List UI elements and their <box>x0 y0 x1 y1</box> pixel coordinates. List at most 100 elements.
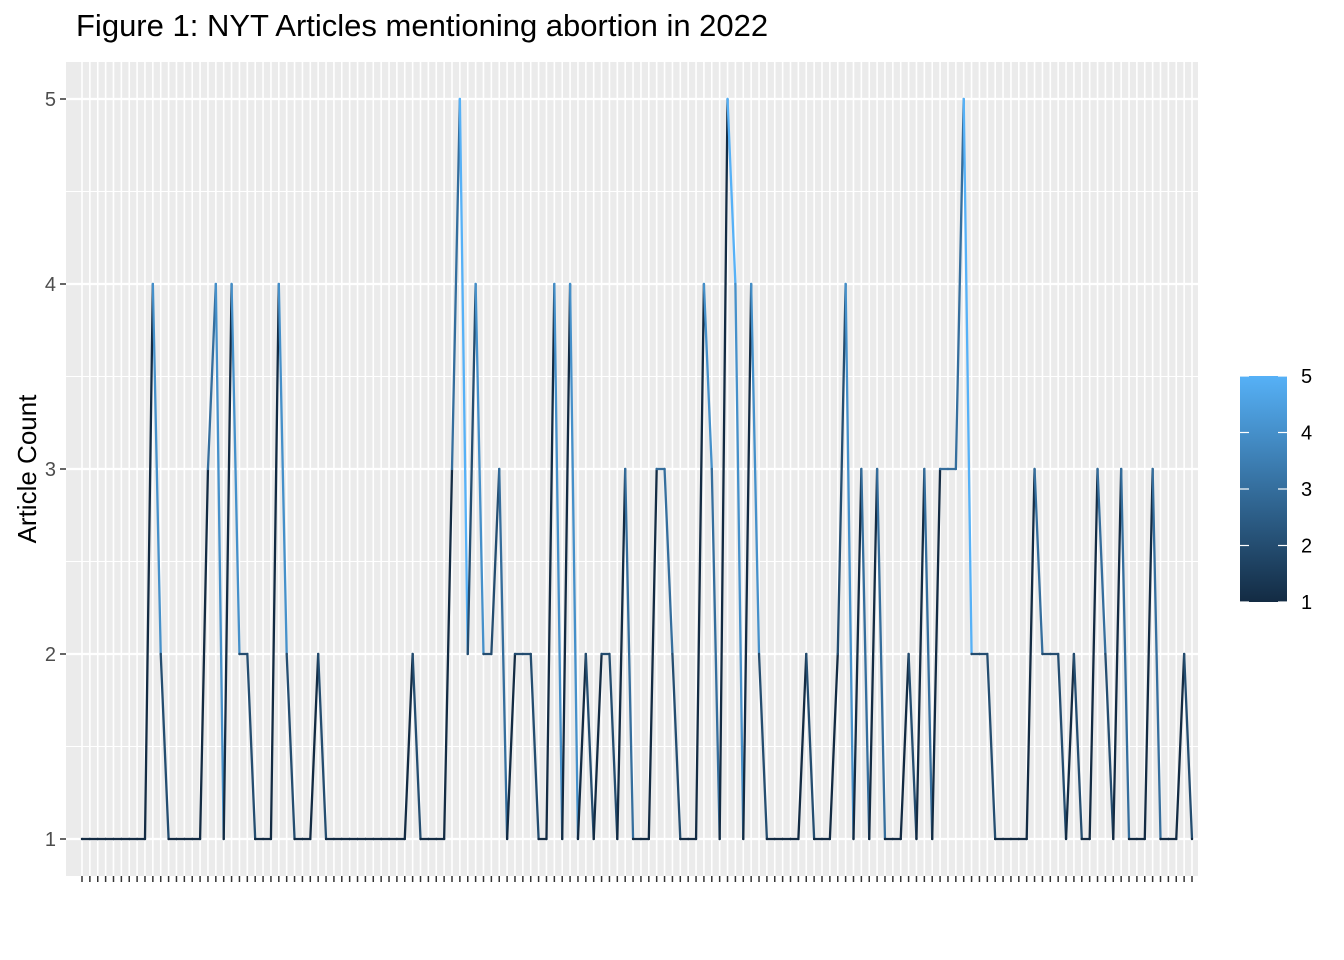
data-point <box>379 837 383 841</box>
line-segment <box>931 467 942 841</box>
line-segment <box>466 282 477 656</box>
line-segment <box>852 467 863 841</box>
grid-lines <box>66 62 1198 876</box>
line-segment <box>923 467 934 841</box>
legend-label: 1 <box>1301 592 1312 614</box>
data-point <box>852 837 855 841</box>
line-segment <box>498 467 509 841</box>
data-point <box>647 837 651 841</box>
data-point <box>1033 467 1036 471</box>
line-segment <box>962 97 973 656</box>
data-point <box>1119 467 1123 471</box>
data-point <box>301 837 304 841</box>
data-point <box>765 837 769 841</box>
data-point <box>435 837 438 841</box>
line-segment <box>986 652 997 841</box>
data-point <box>112 837 115 841</box>
data-point <box>584 652 588 656</box>
line-segment <box>734 282 745 841</box>
line-segment <box>1096 467 1107 656</box>
data-point <box>726 97 729 101</box>
line-segment <box>710 467 721 841</box>
data-point <box>844 282 847 286</box>
line-segment <box>1151 467 1162 841</box>
data-point <box>954 467 958 471</box>
data-point <box>797 837 800 841</box>
data-point <box>749 282 753 286</box>
color-legend: 1 2 3 4 5 <box>1240 366 1312 614</box>
line-segment <box>1072 652 1083 841</box>
data-point <box>1159 837 1162 841</box>
data-point <box>655 467 658 471</box>
data-point <box>293 837 296 841</box>
legend-label: 2 <box>1301 536 1312 558</box>
legend-label: 4 <box>1301 423 1312 445</box>
line-segment <box>246 652 257 841</box>
data-point <box>1096 467 1099 471</box>
line-segment <box>159 652 170 841</box>
line-segment <box>875 467 887 841</box>
data-point <box>812 837 816 841</box>
line-segment <box>868 467 879 841</box>
data-point <box>1088 837 1091 841</box>
data-point <box>403 837 406 841</box>
line-segment <box>1182 652 1194 841</box>
series-line <box>80 97 1194 841</box>
data-point <box>498 467 501 471</box>
data-point <box>718 837 721 841</box>
data-point <box>742 837 745 841</box>
data-point <box>836 652 839 656</box>
line-segment <box>797 652 808 841</box>
data-point <box>1049 652 1052 656</box>
data-point <box>1182 652 1186 656</box>
data-point <box>198 837 202 841</box>
data-point <box>875 467 879 471</box>
line-segment <box>561 282 572 841</box>
data-point <box>246 652 249 656</box>
data-point <box>222 837 225 841</box>
data-point <box>915 837 918 841</box>
data-point <box>757 652 761 656</box>
line-segment <box>269 282 280 841</box>
line-segment <box>505 652 517 841</box>
line-segment <box>1057 652 1068 841</box>
data-point <box>962 97 965 101</box>
data-point <box>104 837 107 841</box>
line-segment <box>1143 467 1154 841</box>
line-segment <box>915 467 926 841</box>
line-segment <box>474 282 485 656</box>
line-segment <box>616 467 627 841</box>
data-point <box>639 837 643 841</box>
data-point <box>316 652 320 656</box>
line-segment <box>529 652 540 841</box>
line-segment <box>954 97 965 471</box>
line-segment <box>411 652 422 841</box>
data-point <box>993 837 997 841</box>
line-segment <box>584 652 595 841</box>
line-segment <box>671 652 682 841</box>
data-point <box>773 837 776 841</box>
line-segment <box>1088 467 1099 841</box>
data-point <box>167 837 170 841</box>
data-point <box>529 652 532 656</box>
data-point <box>938 467 942 471</box>
line-segment <box>1033 467 1044 656</box>
axes: 1 2 3 4 5 <box>45 89 1193 882</box>
line-segment <box>198 467 210 841</box>
data-point <box>143 837 147 841</box>
line-segment <box>805 652 816 841</box>
data-point <box>686 837 690 841</box>
data-point <box>175 837 178 841</box>
data-point <box>356 837 359 841</box>
data-point <box>1001 837 1005 841</box>
data-point <box>309 837 312 841</box>
line-segment <box>285 652 296 841</box>
data-point <box>458 97 462 101</box>
data-point <box>214 282 218 286</box>
data-point <box>332 837 336 841</box>
line-segment <box>214 282 225 841</box>
line-segment <box>663 467 674 656</box>
data-point <box>1175 837 1178 841</box>
data-point <box>1127 837 1131 841</box>
